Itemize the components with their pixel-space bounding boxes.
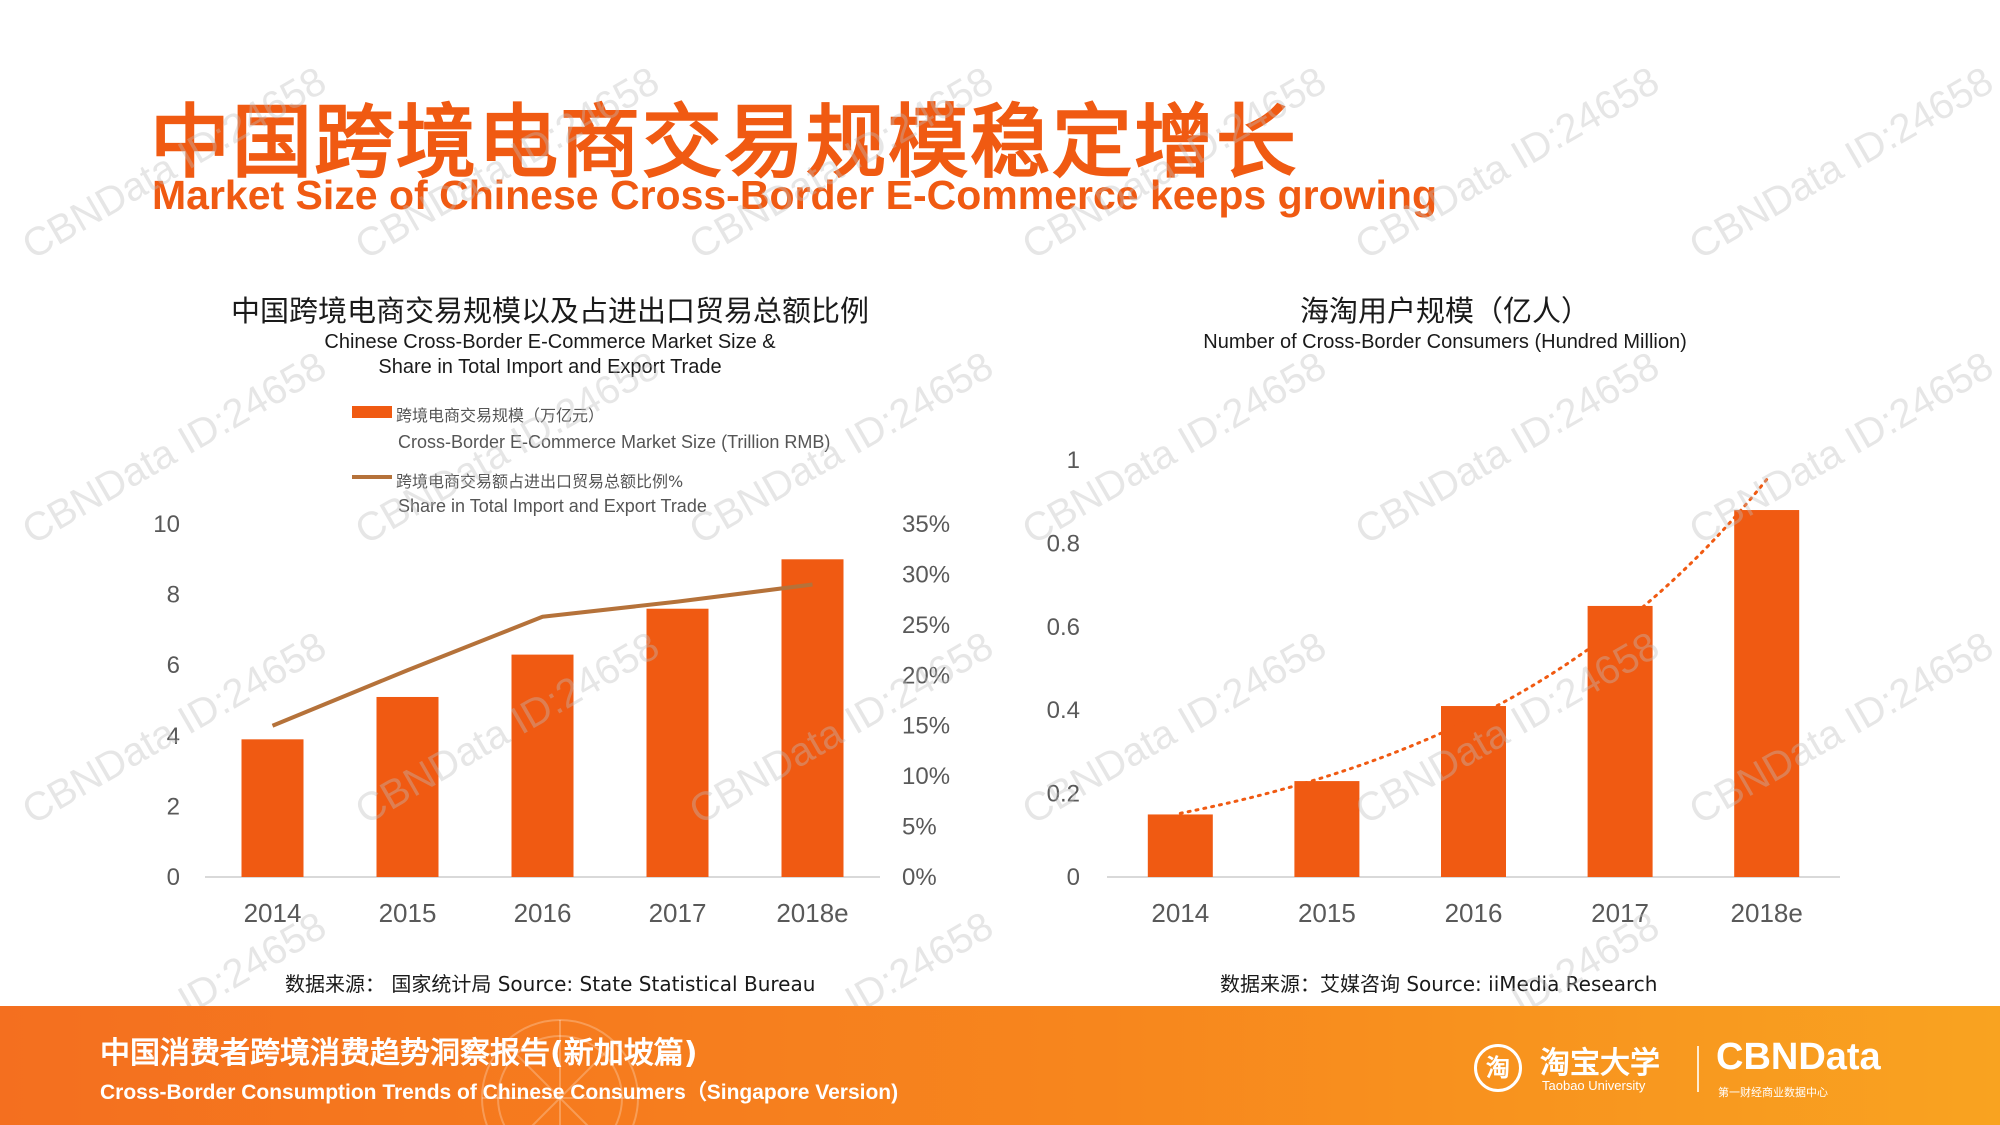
y-tick-label: 0.8 xyxy=(1047,530,1080,557)
y2-tick-label: 15% xyxy=(902,713,950,740)
legend-bar-swatch xyxy=(352,406,392,418)
bar xyxy=(1734,510,1800,877)
right-chart-title-cn: 海淘用户规模（亿人） xyxy=(1299,294,1590,328)
y-tick-label: 0.6 xyxy=(1047,614,1080,641)
y2-tick-label: 35% xyxy=(902,511,950,538)
bar xyxy=(376,696,439,877)
x-tick-label: 2016 xyxy=(514,898,572,928)
x-tick-label: 2014 xyxy=(1151,898,1209,928)
y2-tick-label: 30% xyxy=(902,561,950,588)
y-tick-label: 0.2 xyxy=(1047,781,1080,808)
ferris-wheel-icon xyxy=(481,1019,639,1125)
legend-bar-label-en: Cross-Border E-Commerce Market Size (Tri… xyxy=(398,432,831,452)
bar xyxy=(646,608,709,877)
legend-line-swatch xyxy=(352,475,392,479)
x-tick-label: 2017 xyxy=(1591,898,1649,928)
left-chart-title-en: Chinese Cross-Border E-Commerce Market S… xyxy=(150,330,950,380)
x-tick-label: 2017 xyxy=(649,898,707,928)
taobao-university-name-en: Taobao University xyxy=(1542,1078,1646,1093)
y2-tick-label: 20% xyxy=(902,662,950,689)
y-tick-label: 0 xyxy=(1067,864,1080,891)
y2-tick-label: 0% xyxy=(902,864,937,891)
y-tick-label: 6 xyxy=(167,652,180,679)
left-chart-title-en-line2: Share in Total Import and Export Trade xyxy=(378,356,722,378)
bar xyxy=(511,654,574,877)
x-tick-label: 2014 xyxy=(244,898,302,928)
legend-bar-label: 跨境电商交易规模（万亿元） xyxy=(396,406,605,425)
y-tick-label: 8 xyxy=(167,582,180,609)
cbndata-logo: CBNData xyxy=(1716,1036,1881,1078)
right-chart-title-en: Number of Cross-Border Consumers (Hundre… xyxy=(1203,331,1687,353)
taobao-university-name: 淘宝大学 xyxy=(1540,1046,1660,1081)
y-tick-label: 2 xyxy=(167,793,180,820)
logo-divider xyxy=(1697,1046,1699,1092)
footer-title-cn: 中国消费者跨境消费趋势洞察报告(新加坡篇) xyxy=(100,1036,698,1071)
y-tick-label: 1 xyxy=(1067,447,1080,474)
legend-line-label-en: Share in Total Import and Export Trade xyxy=(398,496,707,516)
legend-line-label: 跨境电商交易额占进出口贸易总额比例% xyxy=(396,472,684,491)
bar xyxy=(781,559,844,877)
cbndata-logo-tagline: 第一财经商业数据中心 xyxy=(1718,1086,1828,1099)
footer-title-en: Cross-Border Consumption Trends of Chine… xyxy=(100,1081,899,1104)
y-tick-label: 4 xyxy=(167,723,180,750)
x-tick-label: 2016 xyxy=(1445,898,1503,928)
bar xyxy=(1294,781,1360,877)
y2-tick-label: 25% xyxy=(902,612,950,639)
x-tick-label: 2018e xyxy=(1731,898,1803,928)
y-tick-label: 0 xyxy=(167,864,180,891)
x-tick-label: 2018e xyxy=(776,898,848,928)
y2-tick-label: 10% xyxy=(902,763,950,790)
footer-banner: 中国消费者跨境消费趋势洞察报告(新加坡篇) Cross-Border Consu… xyxy=(0,1006,2000,1125)
page-title: 中国跨境电商交易规模稳定增长 xyxy=(150,96,1298,189)
y-tick-label: 0.4 xyxy=(1047,697,1080,724)
x-tick-label: 2015 xyxy=(379,898,437,928)
y-tick-label: 10 xyxy=(153,511,180,538)
bar xyxy=(241,739,304,877)
bar xyxy=(1147,814,1213,877)
left-chart-title-cn: 中国跨境电商交易规模以及占进出口贸易总额比例 xyxy=(230,294,869,328)
y2-tick-label: 5% xyxy=(902,814,937,841)
right-chart-source: 数据来源：艾媒咨询 Source: iiMedia Research xyxy=(1220,972,1658,996)
left-chart-source: 数据来源： 国家统计局 Source: State Statistical Bu… xyxy=(285,972,816,996)
taobao-university-logo-icon: 淘 xyxy=(1474,1044,1522,1092)
bar xyxy=(1587,605,1653,877)
x-tick-label: 2015 xyxy=(1298,898,1356,928)
page-subtitle: Market Size of Chinese Cross-Border E-Co… xyxy=(152,172,1438,218)
bar xyxy=(1441,706,1506,877)
trendline xyxy=(1178,478,1769,815)
left-chart-title-en-line1: Chinese Cross-Border E-Commerce Market S… xyxy=(324,331,776,353)
